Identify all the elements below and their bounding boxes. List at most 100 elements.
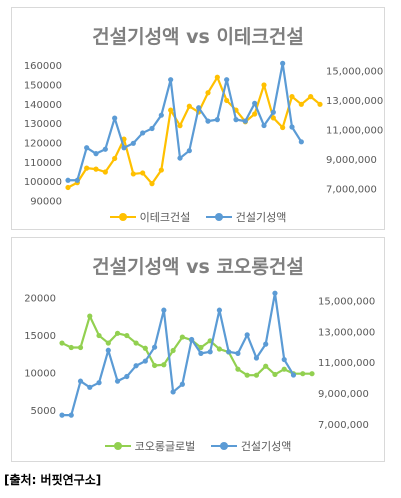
legend-swatch <box>104 442 131 450</box>
data-point <box>96 380 102 386</box>
data-point <box>244 372 250 378</box>
left-axis-tick: 10000 <box>24 368 56 379</box>
data-point <box>133 363 139 369</box>
data-point <box>161 362 167 368</box>
data-point <box>142 345 148 351</box>
data-point <box>168 107 174 113</box>
data-point <box>93 151 99 157</box>
data-point <box>102 169 108 175</box>
data-point <box>207 349 213 355</box>
data-point <box>205 118 211 124</box>
data-point <box>114 330 121 336</box>
data-point <box>289 94 295 100</box>
chart-panel-kolon: 건설기성액 vs 코오롱건설 5000 10000 15000 20000 7,000,… <box>11 237 385 462</box>
data-point <box>270 109 276 115</box>
data-point <box>300 371 306 377</box>
chart-title: 건설기성액 vs 코오롱건설 <box>92 256 304 278</box>
right-axis-tick: 9,000,000 <box>326 155 377 166</box>
data-point <box>65 177 71 183</box>
right-axis-tick: 9,000,000 <box>318 389 369 400</box>
data-point <box>161 307 167 313</box>
legend-item-construction: 건설기성액 <box>210 438 291 454</box>
data-point <box>226 349 232 355</box>
right-axis-tick: 7,000,000 <box>326 185 377 196</box>
right-axis-tick: 11,000,000 <box>318 358 375 369</box>
data-point <box>198 350 204 356</box>
right-axis-tick: 13,000,000 <box>326 96 383 107</box>
left-axis-tick: 20000 <box>24 294 56 305</box>
left-axis-tick: 5000 <box>31 406 56 417</box>
legend-item-etech: 이테크건설 <box>109 209 190 225</box>
data-point <box>270 115 276 121</box>
source-caption: [출처: 버핏연구소] <box>4 473 102 487</box>
data-point <box>65 184 71 191</box>
data-point <box>158 112 164 118</box>
data-point <box>263 341 269 347</box>
left-axis-tick: 140000 <box>24 100 62 111</box>
data-point <box>272 290 278 296</box>
legend-item-kolon: 코오롱글로벌 <box>104 438 196 454</box>
data-point <box>289 124 295 130</box>
data-point <box>272 371 278 378</box>
data-point <box>158 167 164 173</box>
data-point <box>124 332 130 339</box>
data-point <box>93 166 99 172</box>
data-point <box>170 389 176 395</box>
data-point <box>235 366 241 372</box>
left-axis-tick: 150000 <box>24 81 62 92</box>
data-point <box>130 171 136 177</box>
data-point <box>216 346 223 352</box>
data-point <box>105 347 111 353</box>
data-point <box>214 117 220 123</box>
data-point <box>84 165 90 171</box>
data-point <box>261 82 267 88</box>
data-point <box>112 115 118 121</box>
data-point <box>133 340 139 346</box>
data-point <box>140 130 146 136</box>
data-point <box>142 358 148 364</box>
data-point <box>235 350 241 356</box>
data-point <box>298 139 304 145</box>
data-point <box>186 103 192 109</box>
data-point <box>140 170 146 176</box>
data-point <box>77 378 84 384</box>
right-axis-tick: 11,000,000 <box>326 125 383 136</box>
data-point <box>177 155 183 161</box>
chart-panel-etech: 건설기성액 vs 이테크건설 90000 100000 110000 120000 13… <box>11 7 385 230</box>
data-point <box>96 332 102 339</box>
chart-plot-etech: 90000 100000 110000 120000 130000 140000 15000… <box>24 60 383 208</box>
data-point <box>68 412 74 418</box>
data-point <box>149 181 155 187</box>
left-axis-tick: 15000 <box>24 331 56 342</box>
series-line-0 <box>61 315 312 377</box>
data-point <box>252 111 258 117</box>
data-point <box>102 146 108 152</box>
data-point <box>59 340 65 346</box>
data-point <box>308 94 314 100</box>
data-point <box>87 384 93 390</box>
chart-title: 건설기성액 vs 이테크건설 <box>92 26 304 48</box>
data-point <box>84 145 90 151</box>
data-point <box>77 344 84 351</box>
data-point <box>298 101 304 107</box>
data-point <box>198 344 204 351</box>
data-point <box>233 117 239 123</box>
chart-legend: 이테크건설 건설기성액 <box>12 208 384 225</box>
legend-swatch <box>210 442 237 450</box>
data-point <box>130 140 136 146</box>
legend-label: 코오롱글로벌 <box>134 440 196 453</box>
right-axis-tick: 15,000,000 <box>318 296 375 307</box>
left-axis-tick: 100000 <box>24 177 62 188</box>
data-point <box>261 122 267 129</box>
data-point <box>253 372 260 378</box>
data-point <box>214 74 220 80</box>
data-point <box>168 77 174 83</box>
series-line-0 <box>67 76 321 189</box>
data-point <box>68 344 74 351</box>
legend-item-construction: 건설기성액 <box>205 209 286 225</box>
data-point <box>186 148 192 154</box>
left-axis-tick: 130000 <box>24 119 62 130</box>
left-axis-tick: 160000 <box>24 61 62 72</box>
data-point <box>242 118 248 124</box>
data-point <box>224 77 230 83</box>
